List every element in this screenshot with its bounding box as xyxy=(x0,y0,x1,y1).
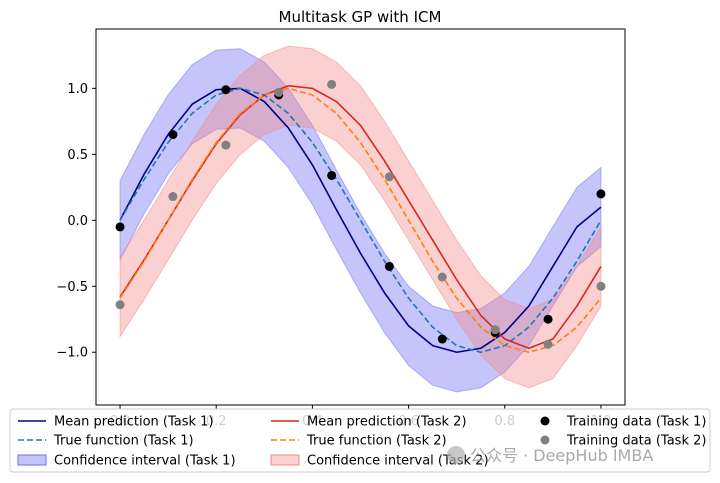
legend-box xyxy=(9,408,711,473)
y-tick-label: −1.0 xyxy=(56,346,88,361)
legend-label: Training data (Task 1) xyxy=(566,415,706,430)
watermark-text: 公众号 · DeepHub IMBA xyxy=(470,446,653,465)
y-tick-label: 0.0 xyxy=(67,214,88,229)
legend-label: Mean prediction (Task 1) xyxy=(54,415,214,430)
legend-swatch xyxy=(17,454,47,466)
training-point-task2 xyxy=(168,192,178,202)
training-point-task1 xyxy=(221,85,231,95)
training-point-task2 xyxy=(274,87,284,97)
legend-swatch xyxy=(270,454,300,466)
training-point-task2 xyxy=(490,325,500,335)
true-line-task1 xyxy=(119,87,602,354)
true-line-task2 xyxy=(119,87,602,354)
training-point-task1 xyxy=(115,222,125,232)
legend-label: Mean prediction (Task 2) xyxy=(307,415,467,430)
training-point-task1 xyxy=(437,334,447,344)
legend-label: Training data (Task 2) xyxy=(566,434,706,449)
training-point-task2 xyxy=(221,140,231,150)
y-tick-label: 0.5 xyxy=(67,148,88,163)
plot-area xyxy=(115,45,606,393)
legend-label: True function (Task 1) xyxy=(53,434,194,449)
training-point-task1 xyxy=(543,314,553,324)
ci-band-task2 xyxy=(119,45,602,389)
training-point-task1 xyxy=(168,130,178,140)
mean-line-task1 xyxy=(119,87,602,354)
training-point-task2 xyxy=(384,172,394,182)
legend-swatch xyxy=(540,435,550,445)
training-point-task2 xyxy=(437,272,447,282)
training-point-task2 xyxy=(596,281,606,291)
legend-label: Confidence interval (Task 1) xyxy=(54,454,236,469)
legend-swatch xyxy=(540,416,550,426)
legend: Mean prediction (Task 1) Mean prediction … xyxy=(9,408,711,473)
watermark: 公众号 · DeepHub IMBA xyxy=(447,446,653,465)
training-point-task2 xyxy=(543,339,553,349)
legend-label: True function (Task 2) xyxy=(306,434,447,449)
training-point-task1 xyxy=(596,189,606,199)
training-point-task2 xyxy=(327,79,337,89)
training-point-task2 xyxy=(115,300,125,310)
y-tick-label: 1.0 xyxy=(67,82,88,97)
chart-title: Multitask GP with ICM xyxy=(279,8,442,26)
training-point-task1 xyxy=(327,170,337,180)
wechat-logo-icon xyxy=(447,446,465,464)
plot-frame xyxy=(95,28,626,406)
legend-label: Confidence interval (Task 2) xyxy=(307,454,489,469)
mean-line-task2 xyxy=(119,84,602,350)
y-tick-label: −0.5 xyxy=(56,280,88,295)
training-point-task1 xyxy=(384,261,394,271)
